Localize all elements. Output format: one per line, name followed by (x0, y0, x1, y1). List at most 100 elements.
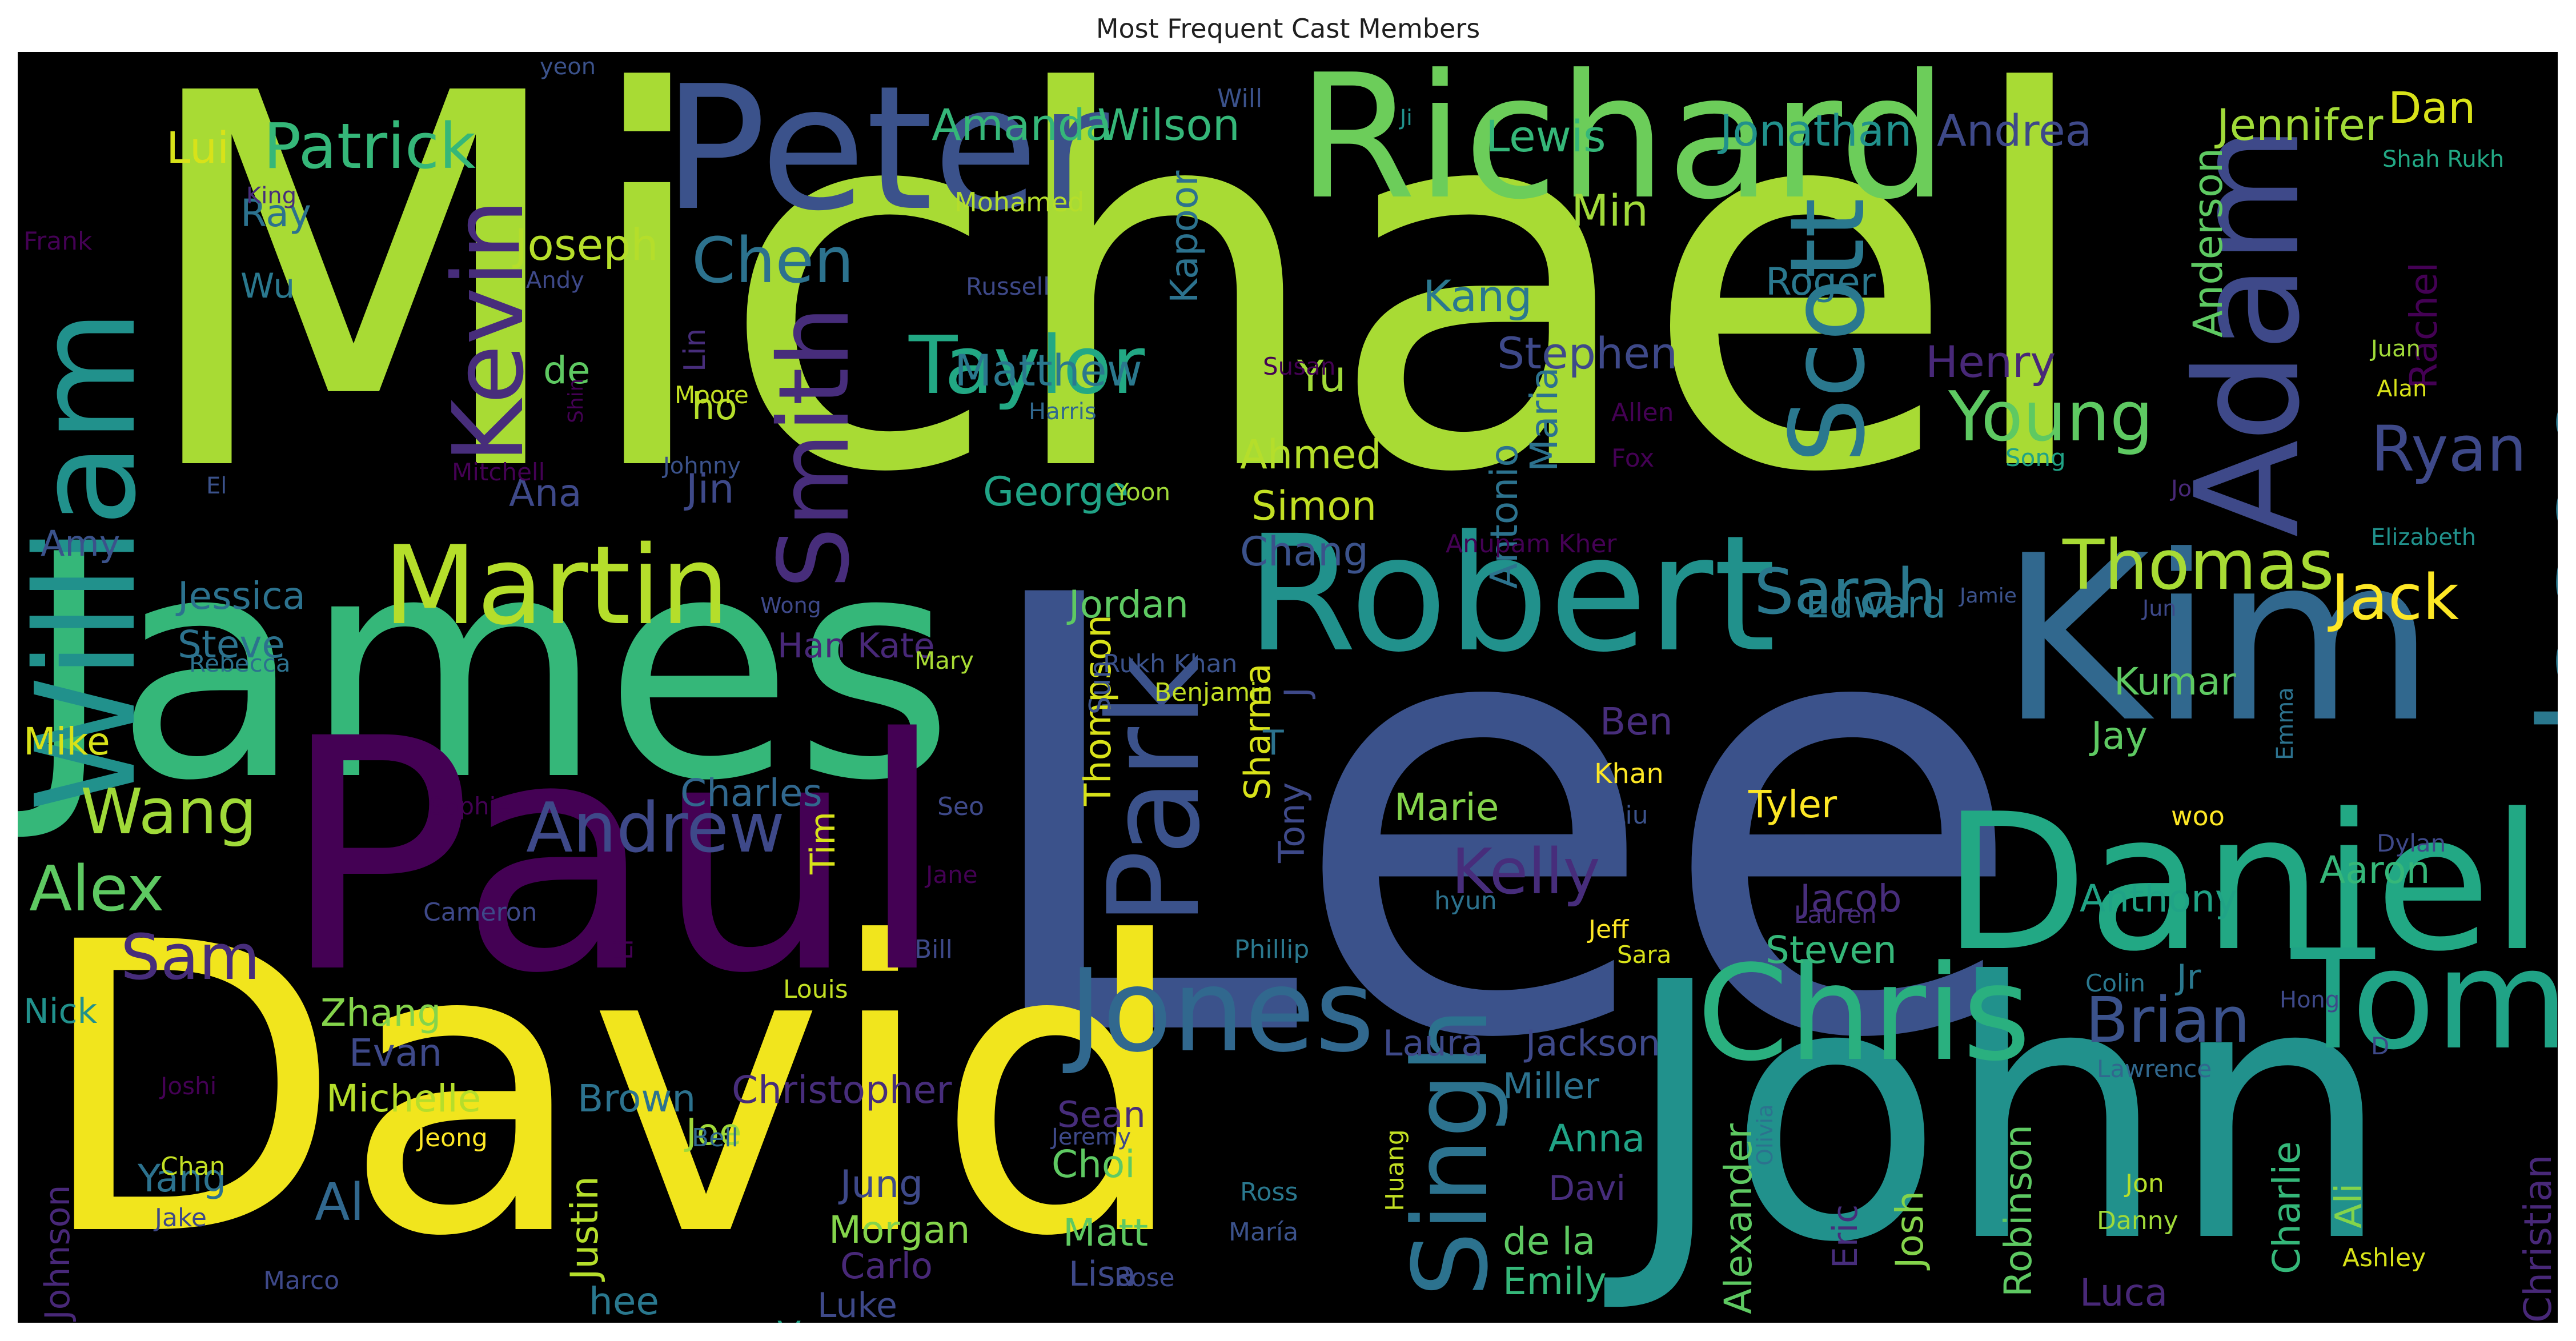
cloud-word-hyun: hyun (1434, 886, 1497, 916)
cloud-word-jeff: Jeff (1588, 915, 1629, 944)
cloud-word-lin: Lin (678, 328, 712, 372)
cloud-word-juan: Juan (2371, 336, 2421, 362)
cloud-word-jin: Jin (686, 465, 735, 512)
cloud-word-peter: Peter (663, 52, 1109, 248)
cloud-word-seo: Seo (937, 792, 984, 821)
cloud-word-davi: Davi (1548, 1169, 1626, 1208)
cloud-word-martin: Martin (383, 523, 730, 649)
cloud-word-mohamed: Mohamed (954, 187, 1085, 218)
cloud-word-jacob: Jacob (1800, 877, 1902, 921)
cloud-word-colin: Colin (2085, 969, 2145, 997)
cloud-word-anupam-kher: Anupam Kher (1446, 529, 1617, 559)
cloud-word-maria: Maria (1522, 367, 1566, 472)
cloud-word-el: El (206, 473, 227, 499)
cloud-word-marco: Marco (263, 1266, 340, 1295)
cloud-word-susan: Susan (1263, 352, 1336, 380)
cloud-word-thomas: Thomas (2063, 526, 2334, 605)
cloud-word-yu: Yu (1297, 351, 1346, 402)
cloud-word-taylor: Taylor (909, 319, 1145, 412)
cloud-word-lewis: Lewis (1486, 111, 1606, 162)
cloud-word-tony: Tony (1271, 782, 1313, 863)
cloud-word-carlo: Carlo (840, 1245, 933, 1287)
cloud-word-stephen: Stephen (1497, 328, 1678, 379)
cloud-word-wang: Wang (81, 775, 257, 848)
cloud-word-steven: Steven (1766, 928, 1897, 972)
cloud-word-josh: Josh (1888, 1190, 1932, 1268)
cloud-word-david: David (35, 858, 1190, 1323)
cloud-word-khan: Khan (1594, 758, 1664, 790)
cloud-word-marie: Marie (1394, 785, 1499, 829)
cloud-word-mary: Mary (914, 647, 974, 674)
cloud-word-j: J (1277, 687, 1317, 697)
cloud-word-jay: Jay (2091, 714, 2148, 758)
cloud-word-roger: Roger (1766, 260, 1876, 304)
cloud-word-mike: Mike (23, 720, 110, 764)
cloud-word-mar-a: María (1229, 1218, 1299, 1247)
cloud-word-patrick: Patrick (263, 110, 476, 183)
cloud-word-shah-rukh: Shah Rukh (2382, 146, 2505, 172)
cloud-word-jessica: Jessica (178, 574, 306, 618)
cloud-word-woo: woo (2171, 801, 2225, 832)
cloud-word-evan: Evan (349, 1031, 443, 1075)
cloud-word-justin: Justin (563, 1176, 607, 1280)
cloud-word-anderson: Anderson (2185, 147, 2232, 338)
cloud-word-morgan: Morgan (829, 1208, 970, 1252)
cloud-word-aaron: Aaron (2320, 848, 2430, 892)
cloud-word-jane: Jane (926, 861, 978, 889)
cloud-word-sara: Sara (1617, 941, 1672, 969)
cloud-word-anna: Anna (1548, 1117, 1646, 1161)
cloud-word-lawrence: Lawrence (2097, 1055, 2212, 1083)
cloud-word-king: King (246, 183, 297, 209)
cloud-word-rachel: Rachel (2402, 262, 2446, 389)
cloud-word-joe: Joe (686, 1111, 742, 1154)
cloud-word-wong: Wong (760, 593, 821, 618)
cloud-word-choi: Choi (1052, 1142, 1135, 1186)
cloud-word-miller: Miller (1503, 1065, 1599, 1107)
cloud-word-hee: hee (589, 1279, 660, 1323)
cloud-word-de: de (543, 348, 591, 392)
cloud-word-young: Young (1948, 378, 2154, 457)
cloud-word-matt: Matt (1063, 1211, 1149, 1255)
cloud-word-jon: Jon (2125, 1169, 2164, 1198)
cloud-word-chang: Chang (1240, 528, 1369, 575)
cloud-word-bell: Bell (692, 1123, 739, 1153)
word-cloud: Michael Lee David John James Paul Peter Richard… (18, 52, 2558, 1323)
cloud-word-chen: Chen (692, 224, 854, 297)
cloud-word-jake: Jake (155, 1203, 207, 1232)
cloud-word-henry: Henry (1925, 336, 2056, 387)
cloud-word-johnny: Johnny (663, 453, 741, 479)
cloud-word-robinson: Robinson (1996, 1125, 2040, 1297)
cloud-word-dylan: Dylan (2377, 829, 2446, 857)
cloud-word-andrew: Andrew (526, 789, 785, 868)
cloud-word-lisa: Lisa (1069, 1254, 1137, 1294)
cloud-word-shin: Shin (564, 378, 588, 424)
cloud-word-yang: Yang (138, 1157, 227, 1201)
cloud-word-joshi: Joshi (161, 1072, 217, 1100)
chart-title: Most Frequent Cast Members (1096, 13, 1480, 44)
cloud-word-charles: Charles (680, 771, 822, 815)
cloud-word-kim: Kim (2000, 507, 2436, 773)
cloud-word-olivia: Olivia (1752, 1104, 1777, 1166)
cloud-word-james: James (23, 489, 954, 848)
cloud-word-jones: Jones (1069, 945, 1375, 1078)
cloud-word-george: George (983, 468, 1129, 515)
cloud-word-harris: Harris (1029, 399, 1097, 425)
cloud-word-antonio: Antonio (1482, 444, 1526, 589)
cloud-word-jr: Jr (2177, 957, 2201, 997)
cloud-word-kate: Kate (857, 626, 935, 666)
cloud-word-edward: Edward (1805, 583, 1946, 627)
cloud-word-john: John (1623, 908, 2393, 1320)
cloud-word-ryan: Ryan (2371, 412, 2527, 485)
cloud-word-johnson: Johnson (38, 1185, 78, 1320)
cloud-word-min: Min (1571, 185, 1648, 236)
cloud-word-rebecca: Rebecca (189, 649, 291, 677)
cloud-word-jo: Jo (2171, 476, 2192, 502)
cloud-word-yoon: Yoon (1114, 478, 1171, 506)
cloud-word-jamie: Jamie (1960, 584, 2017, 608)
cloud-word-eric: Eric (1825, 1204, 1865, 1268)
cloud-word-scott: Scott (1768, 198, 1888, 463)
cloud-word-christopher: Christopher (732, 1068, 952, 1112)
cloud-word-paul: Paul (280, 671, 947, 1043)
cloud-word-rukh-khan: Rukh Khan (1103, 649, 1238, 678)
cloud-word-kang: Kang (1423, 271, 1532, 322)
